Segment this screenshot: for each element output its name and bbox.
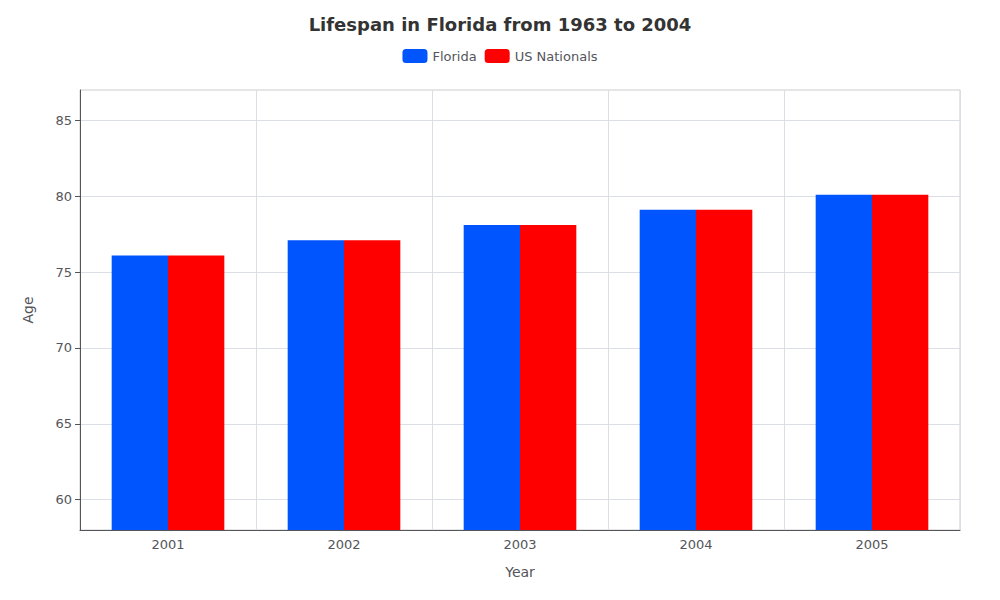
svg-text:2002: 2002	[327, 537, 360, 552]
svg-text:85: 85	[55, 113, 72, 128]
svg-text:US Nationals: US Nationals	[515, 49, 598, 64]
svg-text:Florida: Florida	[432, 49, 476, 64]
svg-text:Lifespan in Florida from 1963: Lifespan in Florida from 1963 to 2004	[309, 14, 692, 35]
svg-text:Year: Year	[504, 564, 535, 580]
svg-text:2005: 2005	[855, 537, 888, 552]
svg-text:Age: Age	[20, 296, 36, 323]
svg-text:80: 80	[55, 189, 72, 204]
svg-text:2003: 2003	[503, 537, 536, 552]
svg-text:75: 75	[55, 265, 72, 280]
svg-text:60: 60	[55, 492, 72, 507]
svg-text:70: 70	[55, 340, 72, 355]
svg-text:65: 65	[55, 416, 72, 431]
svg-text:2001: 2001	[151, 537, 184, 552]
svg-text:2004: 2004	[679, 537, 712, 552]
